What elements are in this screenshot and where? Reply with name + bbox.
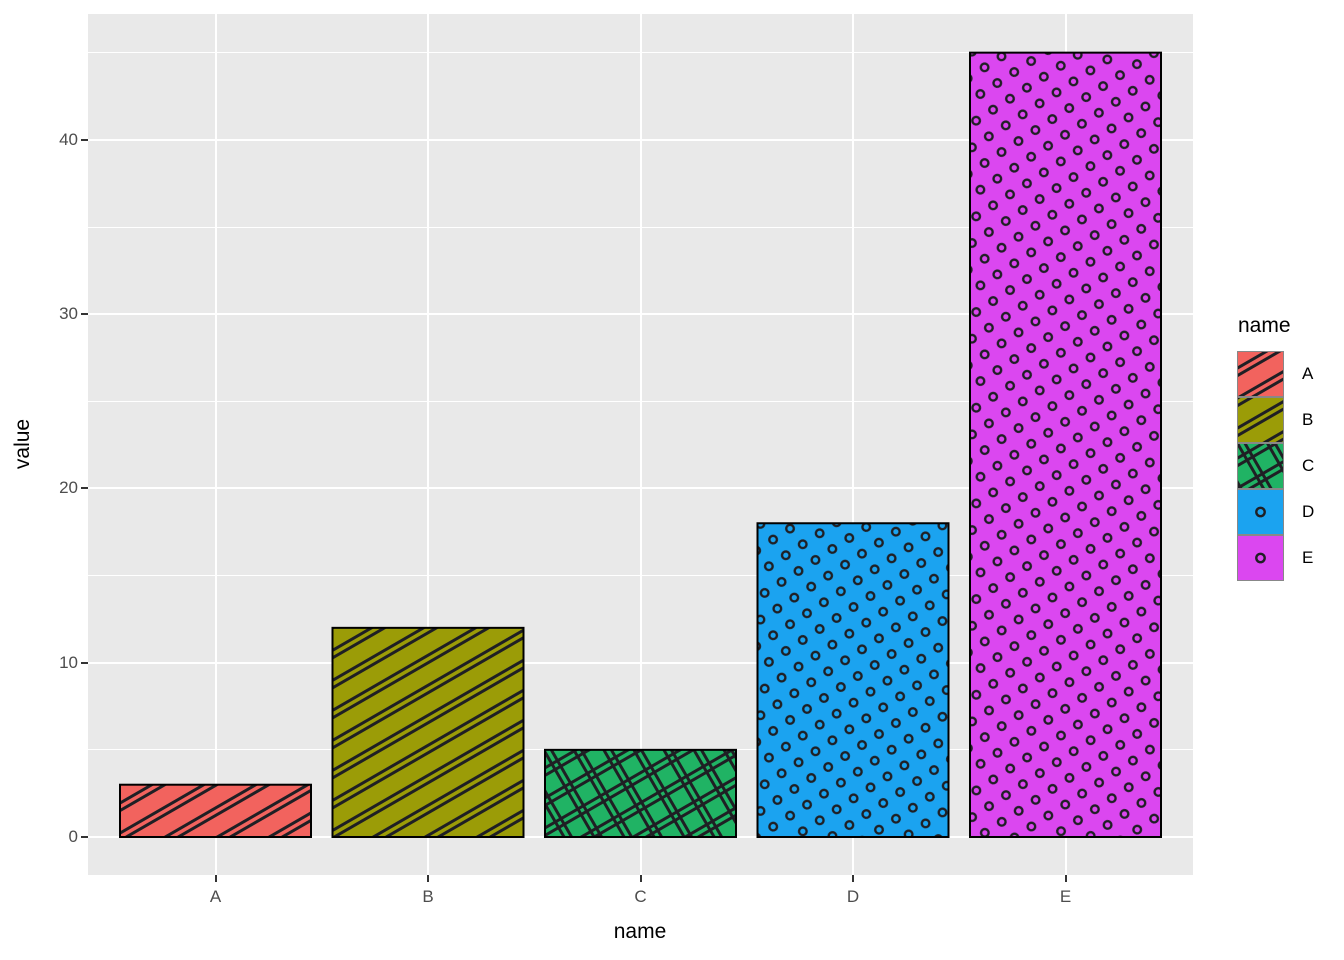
x-tick-mark (852, 875, 854, 882)
x-tick-mark (427, 875, 429, 882)
gridline-vertical (427, 14, 429, 875)
x-tick-label: B (422, 887, 434, 906)
x-tick-mark (214, 875, 217, 882)
legend-label-E: E (1302, 548, 1314, 567)
x-tick-label: A (209, 887, 222, 906)
x-tick-mark (639, 875, 642, 882)
gridline-vertical (1064, 14, 1067, 875)
legend-key-E (1237, 535, 1284, 581)
y-tick-mark (81, 661, 88, 664)
y-tick-mark (81, 313, 88, 316)
x-tick-label: E (1059, 887, 1072, 906)
legend-label-C: C (1302, 456, 1315, 475)
gridline-vertical (852, 14, 854, 875)
legend-label-A: A (1302, 364, 1314, 383)
y-tick-mark (81, 138, 88, 141)
legend-key-D (1237, 489, 1284, 535)
legend-label-D: D (1302, 502, 1315, 521)
y-tick-mark (81, 836, 88, 838)
y-tick-label: 30 (59, 304, 78, 324)
plot-panel (88, 14, 1193, 875)
legend-key-B (1237, 397, 1284, 443)
legend-label-B: B (1302, 410, 1314, 429)
y-tick-label: 40 (59, 129, 78, 149)
y-axis-title: value (11, 418, 34, 470)
x-tick-mark (1064, 875, 1067, 882)
x-tick-label: D (846, 887, 860, 906)
legend-key-A (1237, 351, 1284, 397)
x-axis-title: name (613, 920, 667, 943)
x-tick-label: C (634, 887, 647, 906)
y-tick-label: 10 (59, 652, 78, 672)
y-tick-mark (81, 487, 88, 490)
legend-key-C (1237, 443, 1284, 489)
gridline-vertical (639, 14, 642, 875)
y-tick-label: 20 (59, 478, 78, 498)
gridline-vertical (214, 14, 217, 875)
y-tick-label: 0 (68, 827, 78, 846)
legend-title: name (1238, 314, 1291, 337)
